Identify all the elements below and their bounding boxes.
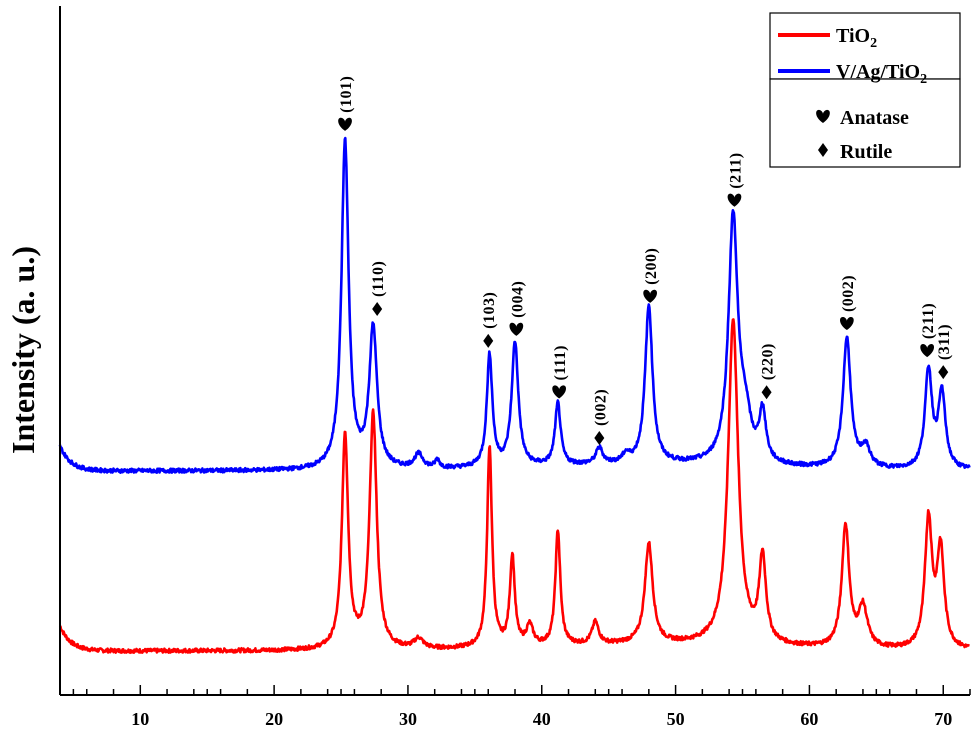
legend-subscript: 2 (870, 36, 877, 51)
x-tick-label: 30 (399, 709, 417, 729)
rutile-marker (818, 143, 828, 157)
anatase-marker (840, 316, 854, 331)
peak-label: (004) (509, 281, 526, 318)
axes: 10 20 30 40 50 60 70 Intensity (a. u.) (5, 6, 971, 729)
x-tick-label: 50 (667, 709, 685, 729)
legend-box-markers (769, 78, 961, 168)
anatase-marker (509, 322, 524, 336)
x-tick-label: 20 (265, 709, 283, 729)
legend-label: Anatase (840, 107, 909, 129)
peak-label: (101) (338, 76, 355, 113)
peak-label: (002) (840, 275, 857, 312)
series-line-v-ag-tio2 (58, 136, 971, 475)
rutile-marker (483, 333, 494, 348)
peak-label: (103) (481, 292, 498, 329)
peak-label: (200) (643, 248, 660, 285)
x-tick-label: 60 (800, 709, 818, 729)
rutile-marker (938, 365, 949, 380)
anatase-marker (552, 385, 567, 399)
legend-label: Rutile (840, 141, 892, 163)
peak-annotations: (101) (110) (103) (004) (111) (002) (200) (211)… (338, 76, 953, 445)
rutile-marker (594, 430, 605, 445)
anatase-marker (727, 193, 742, 207)
peak-label: (220) (760, 343, 777, 380)
x-tick-label: 40 (533, 709, 551, 729)
x-tick-label: 10 (131, 709, 149, 729)
peak-label: (110) (370, 261, 387, 297)
peak-label: (211) (920, 303, 937, 339)
y-axis-label: Intensity (a. u.) (5, 246, 41, 454)
peak-label: (311) (936, 324, 953, 360)
anatase-marker (338, 117, 352, 131)
legend-label: V/Ag/TiO2 (836, 61, 927, 87)
legend-subscript: 2 (920, 72, 927, 87)
anatase-marker (920, 343, 935, 358)
peak-label: (211) (727, 152, 744, 188)
rutile-marker (372, 301, 383, 316)
x-tick-label: 70 (934, 709, 952, 729)
anatase-marker (643, 289, 658, 303)
rutile-marker (761, 385, 772, 400)
anatase-marker (816, 109, 830, 123)
peak-label: (002) (592, 389, 609, 426)
series-line-tio2 (58, 318, 971, 655)
peak-label: (111) (552, 345, 569, 380)
plot-area (58, 136, 971, 655)
